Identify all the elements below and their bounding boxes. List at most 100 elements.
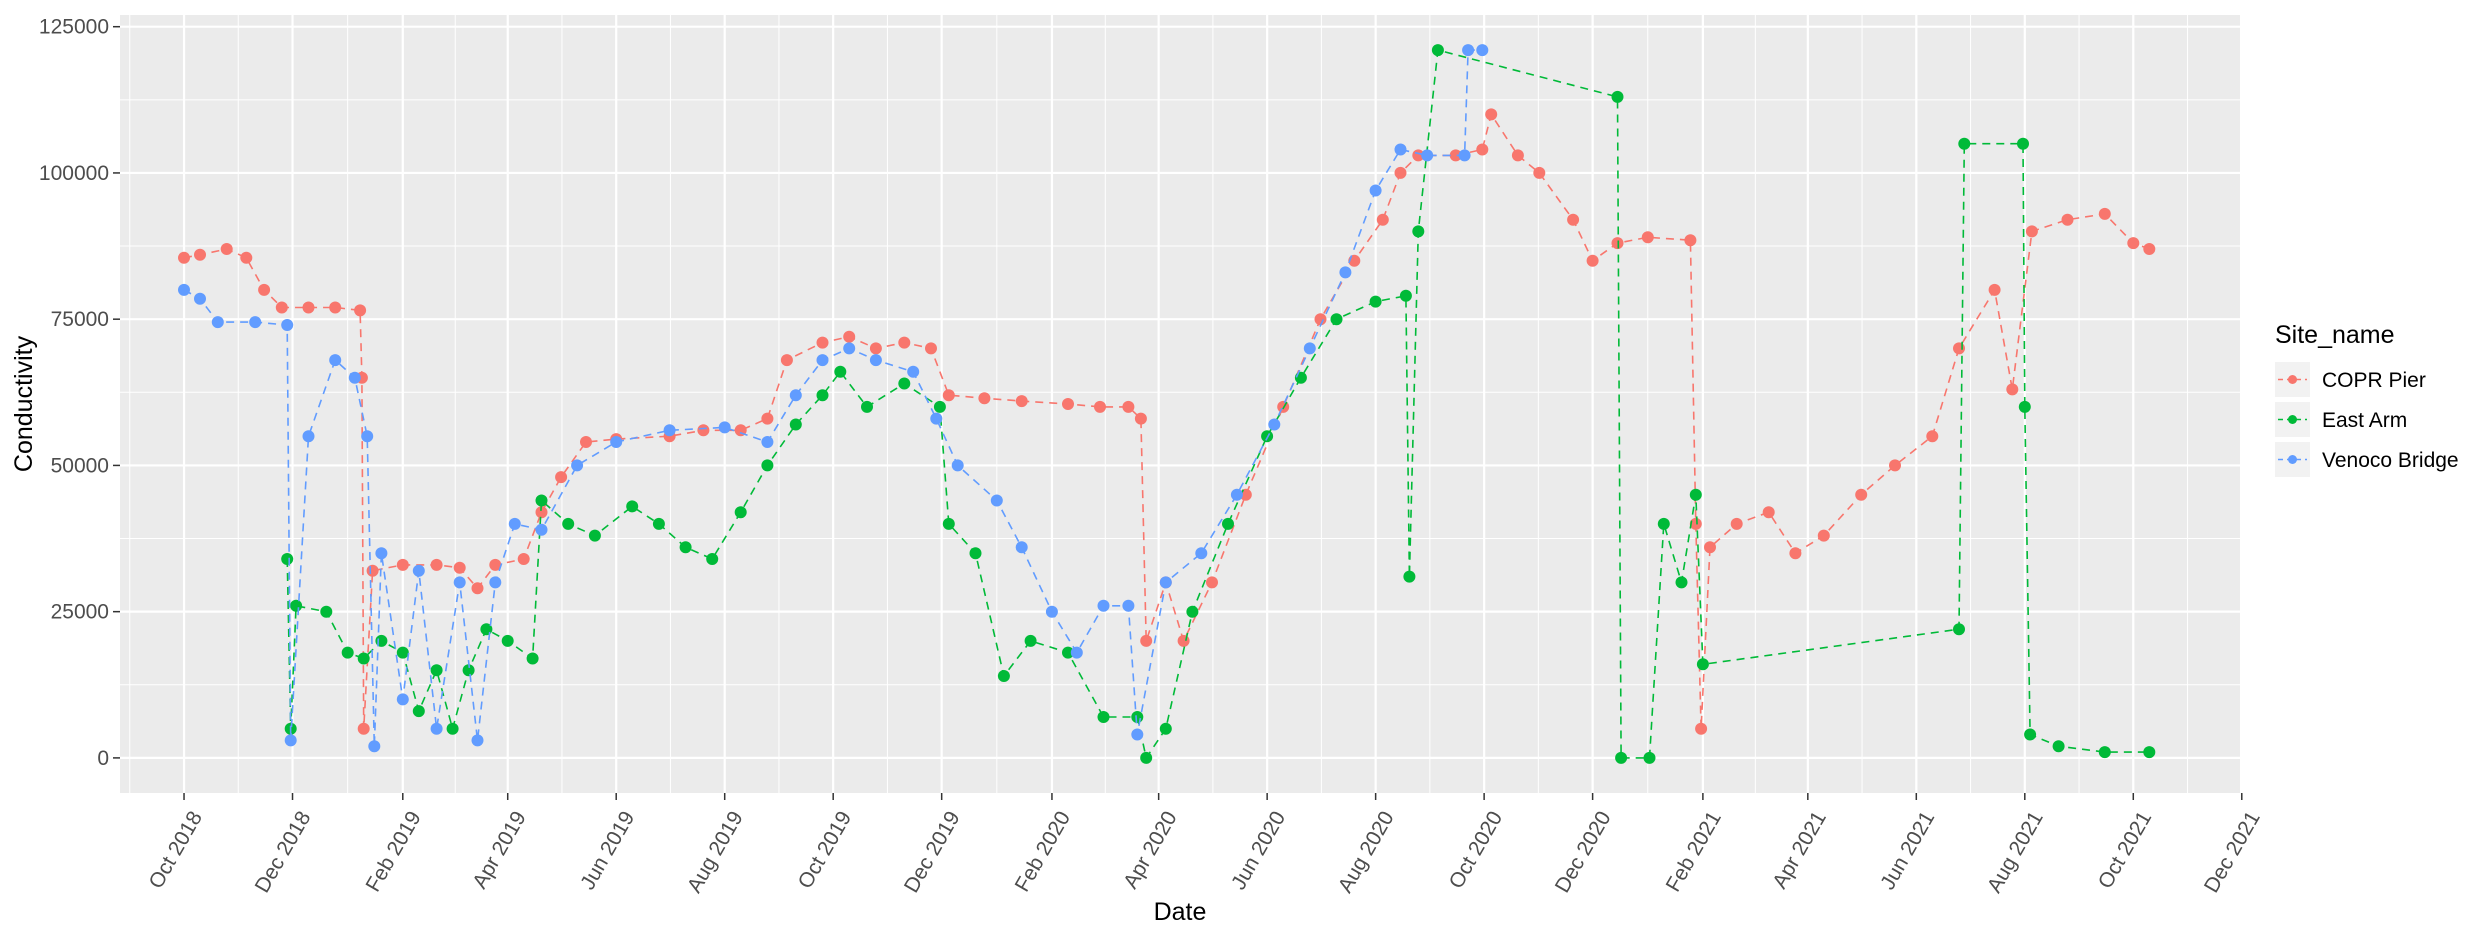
data-point — [1533, 166, 1546, 179]
data-point — [1131, 711, 1144, 723]
data-point — [430, 558, 443, 571]
data-point — [489, 558, 502, 571]
data-point — [930, 412, 943, 425]
data-point — [789, 389, 802, 402]
data-point — [816, 389, 829, 402]
data-point — [1097, 599, 1110, 612]
data-point — [430, 664, 443, 677]
legend-label: Venoco Bridge — [2322, 449, 2459, 472]
data-point — [571, 459, 584, 472]
data-point — [526, 652, 539, 665]
data-point — [453, 561, 466, 574]
data-point — [1476, 44, 1489, 57]
data-point — [951, 459, 964, 472]
data-point — [2143, 243, 2156, 255]
x-tick-label: Dec 2020 — [1551, 807, 1616, 896]
data-point — [2006, 383, 2019, 396]
data-point — [816, 336, 829, 349]
x-axis-title: Date — [1154, 898, 1207, 926]
legend-label: East Arm — [2322, 409, 2407, 432]
data-point — [942, 517, 955, 530]
data-point — [1953, 623, 1965, 636]
data-point — [652, 517, 665, 530]
data-point — [761, 459, 774, 472]
data-point — [978, 392, 991, 405]
data-point — [357, 652, 370, 665]
data-point — [942, 389, 955, 402]
y-tick-label: 125000 — [39, 16, 109, 39]
data-point — [1476, 143, 1489, 156]
data-point — [368, 740, 381, 753]
data-point — [761, 436, 774, 448]
data-point — [1421, 149, 1434, 162]
data-point — [348, 371, 361, 384]
data-point — [997, 670, 1010, 682]
series-line — [286, 49, 2150, 760]
x-tick-label: Oct 2020 — [1445, 807, 1508, 892]
data-point — [194, 248, 206, 261]
data-point — [2061, 213, 2074, 226]
data-point — [1015, 541, 1028, 554]
data-point — [178, 283, 190, 296]
data-point — [1684, 234, 1697, 247]
data-point — [1369, 184, 1382, 197]
x-tick-label: Dec 2019 — [900, 807, 965, 896]
data-point — [1159, 722, 1172, 735]
data-point — [869, 342, 882, 355]
data-point — [2143, 746, 2156, 759]
data-point — [320, 605, 333, 618]
data-point — [898, 336, 911, 349]
data-point — [2098, 207, 2111, 220]
x-tick-label: Feb 2021 — [1662, 807, 1726, 895]
data-point — [535, 494, 548, 507]
data-point — [1094, 400, 1106, 413]
minor-gridlines — [120, 15, 2240, 793]
data-point — [1641, 231, 1654, 244]
data-point — [789, 418, 802, 431]
data-point — [375, 634, 388, 647]
y-axis-title: Conductivity — [10, 335, 38, 472]
data-point — [489, 576, 502, 589]
y-axis: 0 25000 50000 75000 100000 125000 — [39, 16, 120, 770]
data-point — [471, 582, 484, 595]
data-point — [1140, 751, 1153, 764]
data-point — [1140, 634, 1153, 647]
y-tick-label: 75000 — [51, 308, 109, 331]
series-venoco-bridge — [178, 44, 1489, 753]
data-point — [555, 471, 568, 484]
series-line — [183, 49, 1483, 747]
data-point — [1789, 547, 1802, 560]
data-point — [1062, 646, 1074, 659]
data-point — [562, 517, 575, 530]
data-point — [1449, 149, 1462, 162]
x-tick-label: Apr 2021 — [1768, 807, 1831, 892]
x-tick-label: Feb 2019 — [362, 807, 426, 895]
data-point — [2127, 237, 2140, 250]
data-point — [1070, 646, 1083, 659]
data-point — [329, 301, 342, 314]
data-point — [1730, 517, 1743, 530]
data-point — [1186, 605, 1199, 618]
data-point — [1122, 400, 1135, 413]
data-point — [517, 553, 530, 565]
data-point — [588, 529, 601, 542]
data-point — [1889, 459, 1901, 472]
y-tick-label: 25000 — [51, 601, 109, 624]
data-point — [430, 722, 443, 735]
data-point — [1926, 430, 1939, 443]
x-tick-label: Jun 2021 — [1876, 807, 1939, 893]
data-point — [249, 316, 262, 329]
x-tick-label: Jun 2020 — [1227, 807, 1290, 893]
data-point — [761, 412, 774, 425]
data-point — [1045, 605, 1058, 618]
data-point — [290, 599, 303, 612]
data-point — [1855, 488, 1868, 501]
x-tick-label: Dec 2021 — [2200, 807, 2265, 896]
legend-key-point — [2288, 415, 2297, 424]
data-point — [834, 365, 847, 378]
data-point — [1675, 576, 1688, 589]
data-point — [258, 283, 271, 296]
data-point — [1643, 751, 1656, 764]
data-point — [275, 301, 288, 314]
